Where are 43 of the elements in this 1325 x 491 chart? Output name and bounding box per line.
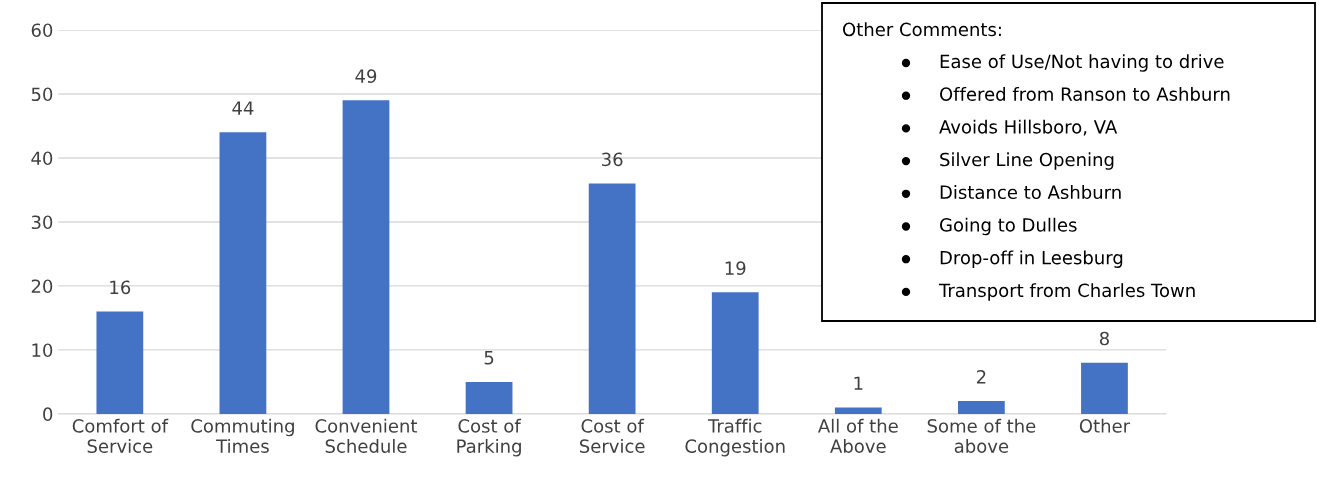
bar [219, 132, 267, 414]
y-tick-label: 30 [31, 215, 53, 230]
y-tick-label: 0 [43, 407, 53, 422]
annotation: Distance to Ashburn [940, 185, 1121, 200]
data-label: 8 [1099, 331, 1109, 346]
x-tick-label: Comfort of Service [72, 418, 169, 453]
x-tick-label: Traffic Congestion [685, 418, 785, 457]
annotation: Going to Dulles [940, 217, 1077, 236]
data-label: 5 [484, 351, 494, 365]
bar [465, 381, 513, 414]
x-tick-label: Other [1079, 418, 1131, 433]
data-label: 1 [854, 376, 863, 390]
data-label: 19 [725, 261, 746, 275]
data-label: 44 [232, 101, 254, 115]
bar [96, 311, 144, 414]
x-tick-label: Cost of Service [579, 418, 645, 453]
annotation: Offered from Ranson to Ashburn [940, 86, 1230, 101]
annotation: Transport from Charles Town [938, 283, 1195, 301]
y-tick-label: 50 [31, 87, 53, 102]
annotation: Avoids Hillsboro, VA [939, 119, 1118, 136]
annotation: Silver Line Opening [940, 152, 1114, 170]
data-label: 2 [976, 370, 986, 384]
annotation: Drop-off in Leesburg [940, 250, 1123, 268]
annotation: Ease of Use/Not having to drive [940, 54, 1224, 72]
y-tick-label: 40 [31, 151, 53, 166]
data-label: 49 [355, 69, 377, 83]
y-tick-label: 10 [32, 343, 53, 358]
annotation: Other Comments: [843, 22, 1001, 37]
y-tick-label: 60 [31, 23, 53, 38]
y-tick-label: 20 [31, 279, 53, 294]
x-tick-label: Cost of Parking [457, 418, 522, 457]
bar [1081, 362, 1128, 414]
x-tick-label: Commuting Times [191, 418, 294, 453]
bar [958, 401, 1005, 414]
x-tick-label: Some of the above [927, 418, 1036, 453]
x-tick-label: Convenient Schedule [315, 418, 418, 453]
bar [588, 183, 636, 414]
data-label: 16 [110, 280, 131, 295]
bar [834, 407, 882, 414]
data-label: 36 [602, 152, 623, 167]
x-tick-label: All of the Above [818, 418, 898, 453]
bar [342, 100, 390, 414]
bar [711, 292, 759, 414]
